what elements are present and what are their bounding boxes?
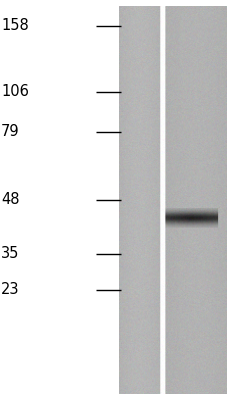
Text: 79: 79 xyxy=(1,124,20,140)
Text: 48: 48 xyxy=(1,192,20,208)
Text: 35: 35 xyxy=(1,246,20,262)
Text: 106: 106 xyxy=(1,84,29,100)
Text: 23: 23 xyxy=(1,282,20,298)
Text: 158: 158 xyxy=(1,18,29,34)
